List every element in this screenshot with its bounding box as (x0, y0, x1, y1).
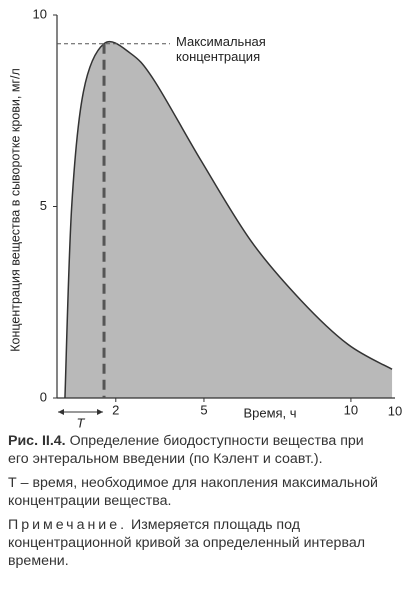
peak-label: концентрация (176, 49, 260, 64)
area-curve (64, 40, 393, 399)
x-tick-label: 10 (344, 402, 358, 417)
caption-main: Рис. II.4. Определение биодоступности ве… (8, 432, 387, 468)
t-label: T (77, 415, 86, 430)
x-tick-label: 2 (112, 402, 119, 417)
y-tick-label: 0 (40, 389, 47, 404)
y-tick-label: 5 (40, 198, 47, 213)
note-text: Измеряется площадь под концентрационной … (8, 517, 365, 569)
chart: Концентрация вещества в сыворотке крови,… (8, 6, 402, 430)
x-tick-label: 5 (200, 402, 207, 417)
caption-text: Определение биодоступности вещества при … (8, 433, 364, 467)
caption-note: Примечание. Измеряется площадь под конце… (8, 516, 387, 570)
area-fill (64, 41, 393, 398)
y-axis-label: Концентрация вещества в сыворотке крови,… (8, 68, 22, 352)
y-tick-label: 10 (33, 6, 47, 21)
x-axis-label: Время, ч (243, 405, 296, 420)
note-label: Примечание. (8, 517, 128, 533)
corner-label: 10 (388, 403, 402, 418)
figure-number: Рис. II.4. (8, 433, 66, 449)
peak-label: Максимальная (176, 34, 266, 49)
caption-definition: Т – время, необходимое для накопления ма… (8, 475, 378, 509)
caption: Рис. II.4. Определение биодоступности ве… (0, 432, 395, 570)
